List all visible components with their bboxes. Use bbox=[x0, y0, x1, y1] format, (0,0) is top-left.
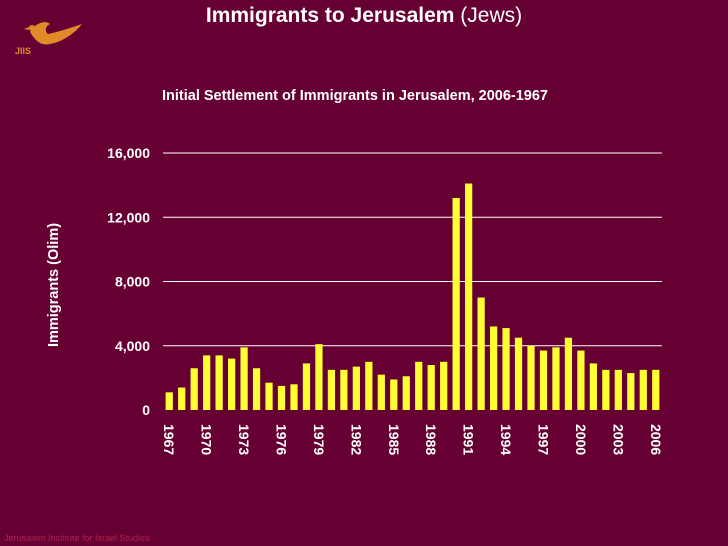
y-axis-label: Immigrants (Olim) bbox=[46, 223, 62, 347]
bar bbox=[614, 369, 622, 410]
y-tick-label: 4,000 bbox=[115, 338, 150, 354]
bar bbox=[589, 363, 598, 410]
x-tick-label: 1967 bbox=[161, 424, 177, 455]
x-tick-label: 1988 bbox=[423, 424, 439, 455]
x-tick-label: 1982 bbox=[348, 424, 364, 455]
bar bbox=[415, 361, 423, 410]
dove-logo-icon bbox=[24, 22, 82, 45]
bar bbox=[377, 374, 385, 410]
y-tick-label: 8,000 bbox=[115, 274, 150, 290]
slide-title-main: Immigrants to Jerusalem bbox=[205, 4, 455, 27]
bar bbox=[539, 350, 548, 410]
x-tick-label: 2006 bbox=[648, 424, 664, 455]
footer-credit: Jerusalem Institute for Israel Studies bbox=[4, 533, 150, 543]
bar bbox=[277, 385, 286, 410]
bar bbox=[564, 337, 573, 410]
x-tick-label: 2003 bbox=[610, 424, 626, 455]
bar bbox=[290, 384, 298, 410]
bar bbox=[627, 373, 635, 410]
slide-title: Immigrants to Jerusalem (Jews) bbox=[0, 4, 728, 28]
y-tick-label: 0 bbox=[142, 402, 150, 418]
x-tick-label: 1994 bbox=[498, 424, 514, 455]
bar bbox=[440, 361, 448, 410]
bar bbox=[502, 328, 510, 410]
bar bbox=[265, 382, 273, 410]
bar bbox=[190, 368, 198, 410]
x-tick-label: 1970 bbox=[199, 424, 215, 455]
bar bbox=[352, 366, 360, 410]
bar bbox=[178, 387, 186, 410]
bar bbox=[327, 369, 336, 410]
x-tick-label: 2000 bbox=[573, 424, 589, 455]
bar bbox=[602, 369, 610, 410]
bar bbox=[477, 297, 485, 410]
bar bbox=[465, 183, 473, 410]
bar bbox=[577, 350, 585, 410]
bar bbox=[302, 363, 311, 410]
bar bbox=[552, 347, 560, 410]
bar bbox=[203, 355, 211, 410]
x-tick-label: 1997 bbox=[535, 424, 551, 455]
bar bbox=[215, 355, 223, 410]
bar bbox=[315, 344, 323, 410]
bar bbox=[639, 369, 647, 410]
bar bbox=[427, 365, 435, 410]
x-tick-label: 1985 bbox=[386, 424, 402, 455]
bar bbox=[390, 379, 398, 410]
bar bbox=[402, 376, 410, 410]
bar bbox=[452, 197, 460, 410]
chart-title: Initial Settlement of Immigrants in Jeru… bbox=[161, 88, 548, 104]
bar bbox=[252, 368, 261, 410]
logo-text: JIIS bbox=[15, 46, 32, 56]
slide-title-suffix: (Jews) bbox=[460, 4, 523, 27]
x-tick-label: 1976 bbox=[274, 424, 290, 455]
bar bbox=[514, 337, 523, 410]
bar bbox=[652, 369, 660, 410]
y-tick-label: 16,000 bbox=[107, 145, 150, 161]
bar bbox=[165, 392, 173, 410]
bar bbox=[240, 347, 248, 410]
bar bbox=[489, 326, 498, 410]
bar bbox=[227, 358, 236, 410]
x-tick-label: 1979 bbox=[311, 424, 327, 455]
x-tick-label: 1973 bbox=[236, 424, 252, 455]
x-tick-label: 1991 bbox=[461, 424, 477, 455]
bar bbox=[365, 361, 373, 410]
bar bbox=[340, 369, 348, 410]
y-tick-label: 12,000 bbox=[107, 209, 150, 225]
bar bbox=[527, 345, 535, 410]
